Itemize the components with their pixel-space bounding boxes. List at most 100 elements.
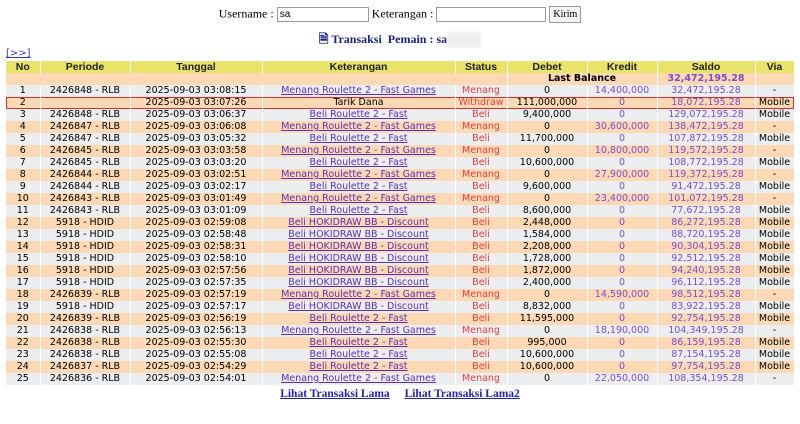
transaction-link[interactable]: Beli HOKIDRAW BB - Discount <box>288 277 429 288</box>
transaction-link[interactable]: Beli HOKIDRAW BB - Discount <box>288 241 429 252</box>
cell-tanggal: 2025-09-03 03:02:17 <box>130 181 263 193</box>
cell-ket: Beli Roulette 2 - Fast <box>262 181 456 193</box>
cell-ket: Beli Roulette 2 - Fast <box>262 109 456 121</box>
last-balance-row: Last Balance 32,472,195.28 <box>6 73 795 85</box>
table-row: 18 2426839 - RLB 2025-09-03 02:57:19 Menang… <box>6 289 795 301</box>
cell-no: 24 <box>6 361 41 373</box>
cell-debet: 1,872,000 <box>507 265 588 277</box>
transaction-link[interactable]: Menang Roulette 2 - Fast Games <box>281 193 436 204</box>
column-header-via: Via <box>755 61 795 73</box>
next-page-link[interactable]: [>>] <box>6 48 31 59</box>
cell-debet: 11,595,000 <box>507 313 588 325</box>
cell-saldo: 101,072,195.28 <box>657 193 756 205</box>
cell-ket: Menang Roulette 2 - Fast Games <box>262 289 456 301</box>
column-header-tanggal: Tanggal <box>130 61 263 73</box>
cell-periode: 2426844 - RLB <box>40 181 131 193</box>
cell-status: Beli <box>455 241 508 253</box>
cell-status: Beli <box>455 253 508 265</box>
cell-tanggal: 2025-09-03 02:57:17 <box>130 301 263 313</box>
cell-via: Mobile <box>755 241 795 253</box>
cell-status: Menang <box>455 289 508 301</box>
keterangan-input[interactable] <box>436 7 547 22</box>
cell-via: Mobile <box>755 229 795 241</box>
cell-via: Mobile <box>755 313 795 325</box>
transaction-link[interactable]: Beli HOKIDRAW BB - Discount <box>288 301 429 312</box>
cell-periode: 2426848 - RLB <box>40 85 131 97</box>
pemain-label: Pemain : sa <box>387 32 448 46</box>
transaction-link[interactable]: Beli Roulette 2 - Fast <box>309 337 408 348</box>
transaction-link[interactable]: Beli Roulette 2 - Fast <box>309 361 408 372</box>
cell-tanggal: 2025-09-03 02:54:01 <box>130 373 263 385</box>
transaction-link[interactable]: Beli Roulette 2 - Fast <box>309 313 408 324</box>
username-input[interactable] <box>276 7 369 22</box>
transaction-link[interactable]: Beli HOKIDRAW BB - Discount <box>288 253 429 264</box>
transaction-link[interactable]: Beli HOKIDRAW BB - Discount <box>288 217 429 228</box>
transaction-link[interactable]: Beli Roulette 2 - Fast <box>309 349 408 360</box>
cell-kredit: 0 <box>587 133 658 145</box>
transaction-link[interactable]: Menang Roulette 2 - Fast Games <box>281 289 436 300</box>
transaction-link[interactable]: Menang Roulette 2 - Fast Games <box>281 325 436 336</box>
cell-saldo: 86,272,195.28 <box>657 217 756 229</box>
cell-debet: 10,600,000 <box>507 349 588 361</box>
cell-via: Mobile <box>755 277 795 289</box>
cell-tanggal: 2025-09-03 03:07:26 <box>130 97 263 109</box>
cell-no: 7 <box>6 157 41 169</box>
cell-saldo: 86,159,195.28 <box>657 337 756 349</box>
cell-periode: 2426837 - RLB <box>40 361 131 373</box>
cell-no: 9 <box>6 181 41 193</box>
cell-saldo: 77,672,195.28 <box>657 205 756 217</box>
cell-debet: 2,208,000 <box>507 241 588 253</box>
cell-debet: 111,000,000 <box>507 97 588 109</box>
transaction-link[interactable]: Beli HOKIDRAW BB - Discount <box>288 265 429 276</box>
cell-no: 13 <box>6 229 41 241</box>
cell-periode: 5918 - HDID <box>40 265 131 277</box>
lihat-transaksi-lama2-link[interactable]: Lihat Transaksi Lama2 <box>404 388 520 400</box>
cell-status: Beli <box>455 217 508 229</box>
column-header-no: No <box>6 61 41 73</box>
cell-no: 17 <box>6 277 41 289</box>
table-row: 3 2426848 - RLB 2025-09-03 03:06:37 Beli Ro… <box>6 109 795 121</box>
cell-saldo: 119,372,195.28 <box>657 169 756 181</box>
cell-ket: Menang Roulette 2 - Fast Games <box>262 373 456 385</box>
cell-ket: Beli Roulette 2 - Fast <box>262 337 456 349</box>
cell-debet: 0 <box>507 373 588 385</box>
cell-tanggal: 2025-09-03 03:01:09 <box>130 205 263 217</box>
cell-no: 18 <box>6 289 41 301</box>
transaction-description: Tarik Dana <box>333 97 384 108</box>
cell-tanggal: 2025-09-03 02:55:30 <box>130 337 263 349</box>
transaction-link[interactable]: Beli Roulette 2 - Fast <box>309 109 408 120</box>
cell-ket: Beli Roulette 2 - Fast <box>262 205 456 217</box>
cell-periode: 2426848 - RLB <box>40 109 131 121</box>
transaction-table: No Periode Tanggal Keterangan Status Debet Kre… <box>6 61 795 385</box>
cell-ket: Menang Roulette 2 - Fast Games <box>262 121 456 133</box>
transaction-link[interactable]: Menang Roulette 2 - Fast Games <box>281 373 436 384</box>
lihat-transaksi-lama-link[interactable]: Lihat Transaksi Lama <box>280 388 390 400</box>
cell-ket: Beli Roulette 2 - Fast <box>262 361 456 373</box>
cell-via: Mobile <box>755 205 795 217</box>
cell-periode: 2426843 - RLB <box>40 205 131 217</box>
transaction-link[interactable]: Beli HOKIDRAW BB - Discount <box>288 229 429 240</box>
transaction-link[interactable]: Beli Roulette 2 - Fast <box>309 133 408 144</box>
transaction-link[interactable]: Beli Roulette 2 - Fast <box>309 157 408 168</box>
cell-saldo: 83,922,195.28 <box>657 301 756 313</box>
transaction-link[interactable]: Menang Roulette 2 - Fast Games <box>281 169 436 180</box>
transaction-link[interactable]: Beli Roulette 2 - Fast <box>309 205 408 216</box>
page-title: 🗎 Transaksi Pemain : sa <box>0 31 800 49</box>
kirim-button[interactable]: Kirim <box>549 6 582 23</box>
cell-no: 11 <box>6 205 41 217</box>
cell-debet: 1,584,000 <box>507 229 588 241</box>
cell-debet: 0 <box>507 193 588 205</box>
transaction-link[interactable]: Beli Roulette 2 - Fast <box>309 181 408 192</box>
transaction-link[interactable]: Menang Roulette 2 - Fast Games <box>281 121 436 132</box>
cell-periode: 2426845 - RLB <box>40 145 131 157</box>
cell-kredit: 14,590,000 <box>587 289 658 301</box>
cell-tanggal: 2025-09-03 02:56:13 <box>130 325 263 337</box>
cell-ket: Beli HOKIDRAW BB - Discount <box>262 217 456 229</box>
cell-kredit: 0 <box>587 181 658 193</box>
cell-status: Menang <box>455 373 508 385</box>
cell-saldo: 90,304,195.28 <box>657 241 756 253</box>
cell-tanggal: 2025-09-03 03:01:49 <box>130 193 263 205</box>
cell-via: - <box>755 289 795 301</box>
transaction-link[interactable]: Menang Roulette 2 - Fast Games <box>281 85 436 96</box>
transaction-link[interactable]: Menang Roulette 2 - Fast Games <box>281 145 436 156</box>
